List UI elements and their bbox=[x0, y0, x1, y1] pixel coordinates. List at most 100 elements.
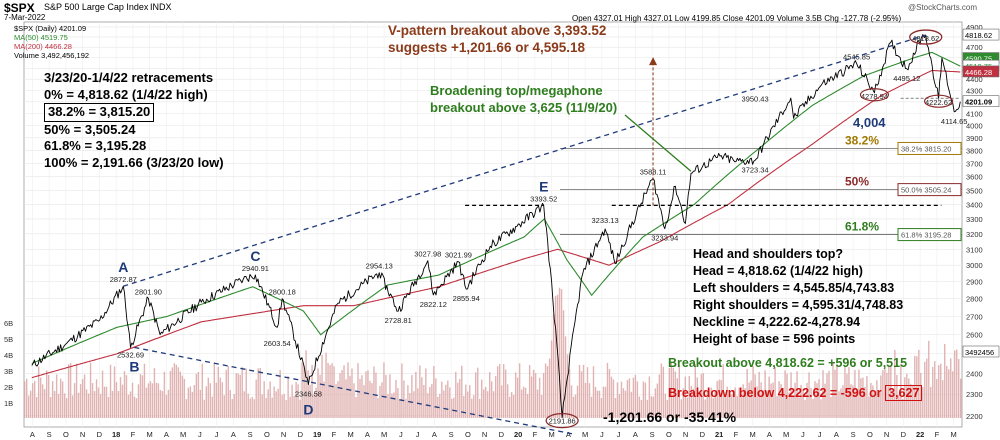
volume-bar bbox=[53, 391, 56, 418]
volume-bar bbox=[634, 374, 637, 418]
volume-bar bbox=[319, 374, 321, 418]
volume-bar bbox=[552, 314, 555, 418]
volume-bar bbox=[610, 376, 613, 418]
volume-bar bbox=[850, 384, 852, 418]
volume-bar bbox=[471, 398, 473, 418]
y-tick-label: 4700 bbox=[966, 43, 983, 52]
volume-bar bbox=[349, 375, 351, 418]
y-tick-label: 4300 bbox=[966, 86, 983, 95]
volume-bar bbox=[421, 377, 423, 418]
volume-bar bbox=[842, 385, 844, 418]
volume-bar bbox=[606, 362, 609, 418]
shoulder-ellipse bbox=[859, 88, 890, 102]
volume-bar bbox=[668, 368, 671, 418]
price-label: 4278.94 bbox=[861, 92, 888, 101]
volume-bar bbox=[337, 381, 339, 418]
volume-bar bbox=[255, 379, 257, 418]
x-tick-label: N bbox=[80, 430, 85, 439]
volume-bar bbox=[548, 358, 551, 418]
right-badge bbox=[962, 95, 1000, 107]
volume-bar bbox=[950, 358, 952, 418]
volume-bar bbox=[199, 389, 202, 418]
volume-bar bbox=[317, 368, 319, 418]
volume-bar bbox=[622, 388, 625, 418]
volume-bar bbox=[752, 366, 754, 418]
retracement-100: 100% = 2,191.66 (3/23/20 low) bbox=[44, 154, 224, 170]
volume-bar bbox=[353, 383, 355, 418]
volume-bar bbox=[544, 363, 547, 418]
volume-bar bbox=[345, 379, 347, 418]
volume-bar bbox=[674, 371, 677, 418]
volume-bar bbox=[500, 385, 503, 418]
volume-bar bbox=[656, 383, 659, 418]
volume-bar bbox=[692, 388, 694, 418]
retracement-box bbox=[897, 141, 962, 155]
volume-bar bbox=[361, 375, 363, 418]
x-tick-label: N bbox=[683, 430, 688, 439]
right-badge bbox=[962, 65, 1000, 78]
volume-bar bbox=[359, 378, 361, 418]
pattern-letter-E: E bbox=[539, 178, 548, 194]
volume-bar bbox=[538, 377, 541, 418]
volume-bar bbox=[487, 391, 489, 418]
volume-bar bbox=[946, 365, 948, 418]
volume-bar bbox=[117, 391, 120, 418]
volume-bar bbox=[163, 371, 166, 418]
volume-bar bbox=[233, 394, 235, 418]
volume-bar bbox=[213, 362, 215, 418]
x-tick-label: M bbox=[549, 430, 555, 439]
volume-bar bbox=[812, 398, 814, 418]
breakdown-text: Breakdown below 4,222.62 = -596 or bbox=[668, 386, 882, 400]
volume-bar bbox=[858, 369, 860, 418]
volume-bar bbox=[956, 349, 958, 418]
volume-bar bbox=[433, 366, 435, 418]
volume-bar bbox=[554, 295, 557, 418]
volume-bar bbox=[766, 390, 768, 418]
x-tick-label: M bbox=[951, 430, 957, 439]
price-label: 2822.12 bbox=[420, 300, 447, 309]
volume-bar bbox=[864, 386, 866, 418]
volume-bar bbox=[838, 391, 840, 418]
volume-bar bbox=[57, 393, 60, 418]
volume-bar bbox=[872, 385, 874, 418]
volume-bar bbox=[632, 377, 635, 418]
volume-bar bbox=[862, 377, 864, 418]
volume-bar bbox=[135, 398, 138, 418]
volume-bar bbox=[542, 373, 545, 418]
volume-bar bbox=[642, 381, 645, 418]
volume-bar bbox=[844, 365, 846, 418]
volume-bar bbox=[878, 390, 880, 418]
x-tick-label: O bbox=[666, 430, 672, 439]
volume-bar bbox=[285, 399, 287, 418]
neckline-4004: 4,004 bbox=[853, 115, 886, 130]
volume-bar bbox=[834, 369, 836, 418]
volume-bar bbox=[626, 380, 629, 418]
volume-bar bbox=[483, 389, 485, 418]
volume-bar bbox=[528, 365, 531, 418]
vpattern-arrowhead bbox=[649, 57, 658, 66]
volume-bar bbox=[409, 393, 411, 418]
breakdown-note: Breakdown below 4,222.62 = -596 or 3,627 bbox=[668, 385, 923, 401]
volume-bar bbox=[87, 393, 90, 418]
volume-bar bbox=[79, 384, 82, 418]
volume-bar bbox=[91, 383, 94, 418]
volume-bar bbox=[115, 382, 118, 418]
volume-bar bbox=[167, 389, 170, 418]
volume-bar bbox=[99, 394, 102, 418]
volume-bar bbox=[890, 365, 892, 418]
volume-bar bbox=[958, 359, 960, 418]
volume-bar bbox=[81, 379, 84, 418]
volume-bar bbox=[810, 387, 812, 418]
volume-bar bbox=[510, 392, 513, 418]
volume-bar bbox=[151, 383, 154, 418]
volume-bar bbox=[788, 392, 790, 418]
volume-bar bbox=[814, 381, 816, 418]
y-tick-label: 3000 bbox=[966, 261, 983, 270]
x-tick-label: J bbox=[416, 430, 420, 439]
volume-bar bbox=[614, 398, 617, 418]
volume-bar bbox=[129, 391, 132, 418]
volume-bar bbox=[912, 384, 914, 418]
volume-bar bbox=[724, 396, 726, 418]
lower-trendline bbox=[134, 346, 573, 435]
volume-bar bbox=[592, 366, 595, 418]
